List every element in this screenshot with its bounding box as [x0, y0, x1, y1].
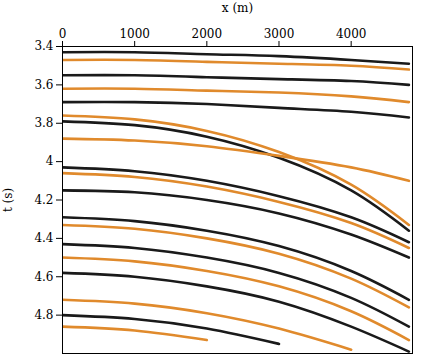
svg-text:3.8: 3.8 [34, 116, 53, 130]
svg-text:4: 4 [46, 154, 54, 168]
svg-text:4.8: 4.8 [34, 308, 53, 322]
svg-text:4.4: 4.4 [34, 231, 53, 245]
svg-text:4000: 4000 [336, 27, 367, 41]
svg-text:2000: 2000 [192, 27, 223, 41]
svg-text:t (s): t (s) [1, 188, 15, 212]
svg-text:3000: 3000 [264, 27, 295, 41]
svg-text:4.2: 4.2 [34, 193, 53, 207]
svg-text:1000: 1000 [119, 27, 150, 41]
svg-text:3.6: 3.6 [34, 78, 53, 92]
svg-text:4.6: 4.6 [34, 270, 53, 284]
svg-text:0: 0 [59, 27, 67, 41]
svg-text:3.4: 3.4 [34, 39, 53, 53]
svg-text:x (m): x (m) [222, 1, 253, 15]
